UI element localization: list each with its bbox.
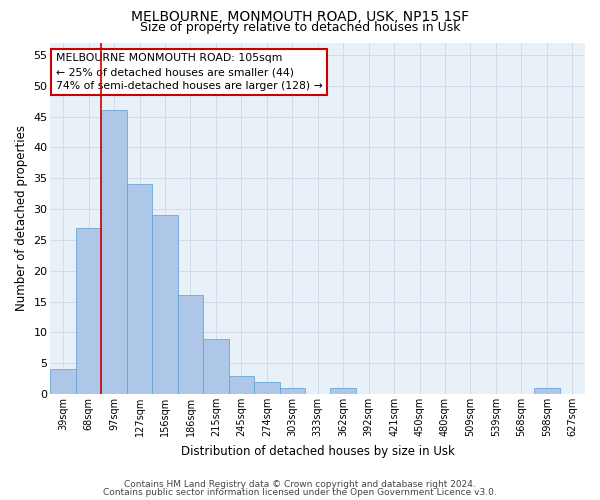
Bar <box>178 296 203 394</box>
Y-axis label: Number of detached properties: Number of detached properties <box>15 126 28 312</box>
Text: Contains public sector information licensed under the Open Government Licence v3: Contains public sector information licen… <box>103 488 497 497</box>
X-axis label: Distribution of detached houses by size in Usk: Distribution of detached houses by size … <box>181 444 455 458</box>
Bar <box>127 184 152 394</box>
Bar <box>203 338 229 394</box>
Bar <box>331 388 356 394</box>
Bar <box>534 388 560 394</box>
Bar <box>229 376 254 394</box>
Bar <box>76 228 101 394</box>
Text: MELBOURNE, MONMOUTH ROAD, USK, NP15 1SF: MELBOURNE, MONMOUTH ROAD, USK, NP15 1SF <box>131 10 469 24</box>
Bar <box>152 215 178 394</box>
Text: Size of property relative to detached houses in Usk: Size of property relative to detached ho… <box>140 21 460 34</box>
Bar <box>280 388 305 394</box>
Text: MELBOURNE MONMOUTH ROAD: 105sqm
← 25% of detached houses are smaller (44)
74% of: MELBOURNE MONMOUTH ROAD: 105sqm ← 25% of… <box>56 53 323 91</box>
Bar <box>50 370 76 394</box>
Bar <box>101 110 127 394</box>
Text: Contains HM Land Registry data © Crown copyright and database right 2024.: Contains HM Land Registry data © Crown c… <box>124 480 476 489</box>
Bar <box>254 382 280 394</box>
